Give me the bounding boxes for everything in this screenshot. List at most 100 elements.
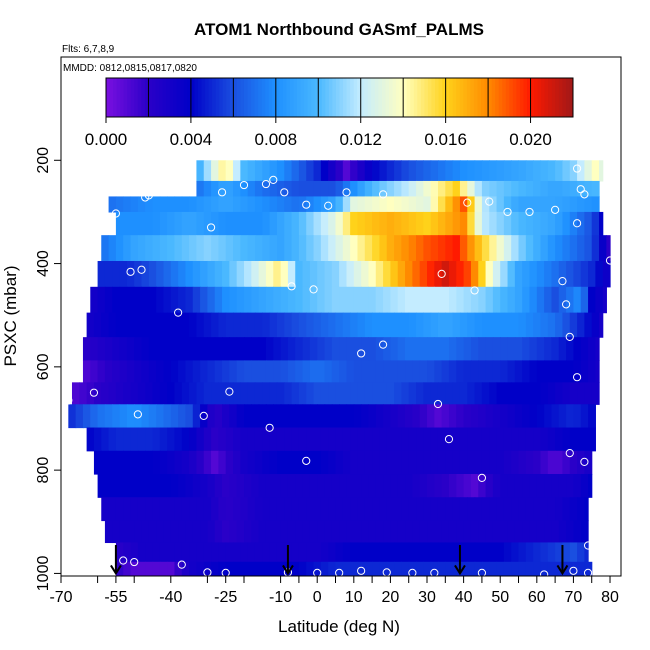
- heatmap-cell: [148, 404, 157, 429]
- heatmap-cell: [284, 427, 293, 452]
- colorbar-cell: [137, 78, 142, 117]
- heatmap-cell: [547, 542, 556, 563]
- heatmap-cell: [295, 520, 304, 544]
- heatmap-cell: [189, 427, 198, 452]
- heatmap-cell: [500, 474, 509, 498]
- heatmap-cell: [339, 404, 348, 429]
- heatmap-cell: [577, 542, 585, 563]
- heatmap-cell: [324, 404, 333, 429]
- heatmap-cell: [573, 360, 582, 383]
- heatmap-cell: [551, 404, 560, 429]
- heatmap-cell: [580, 474, 589, 498]
- heatmap-cell: [104, 260, 113, 288]
- heatmap-cell: [218, 312, 227, 338]
- heatmap-cell: [555, 160, 564, 182]
- flight-arrows: [110, 545, 569, 576]
- heatmap-cell: [481, 542, 490, 563]
- colorbar-cell: [275, 78, 280, 117]
- heatmap-cell: [167, 312, 176, 338]
- heatmap-cell: [189, 382, 198, 405]
- colorbar-cell: [445, 78, 450, 117]
- heatmap-cell: [566, 360, 575, 383]
- observation-point: [561, 300, 571, 309]
- heatmap-cell: [588, 286, 596, 314]
- heatmap-cell: [148, 520, 157, 544]
- heatmap-cell: [434, 404, 443, 429]
- heatmap-cell: [97, 404, 106, 429]
- heatmap-cell: [372, 382, 381, 405]
- heatmap-cell: [544, 360, 553, 383]
- heatmap-cell: [222, 337, 230, 361]
- heatmap-cell: [134, 404, 143, 429]
- heatmap-cell: [394, 312, 402, 338]
- colorbar-cell: [261, 78, 266, 117]
- colorbar-cell: [289, 78, 295, 117]
- heatmap-cell: [481, 196, 490, 213]
- heatmap-cell: [452, 542, 461, 563]
- heatmap-cell: [540, 180, 549, 198]
- heatmap-cell: [496, 180, 505, 198]
- heatmap-cell: [247, 542, 256, 563]
- heatmap-cell: [156, 404, 165, 429]
- x-tick-label: -25: [214, 589, 237, 606]
- heatmap-cell: [269, 211, 278, 236]
- heatmap-cell: [350, 312, 359, 338]
- heatmap-cell: [372, 497, 381, 522]
- heatmap-cell: [419, 360, 428, 383]
- heatmap-cell: [211, 427, 219, 452]
- heatmap-cell: [262, 561, 271, 576]
- heatmap-cell: [555, 180, 564, 198]
- colorbar-cell: [389, 78, 394, 117]
- heatmap-cell: [507, 520, 516, 544]
- colorbar-cell: [367, 78, 372, 117]
- heatmap-cell: [247, 312, 256, 338]
- heatmap-cell: [346, 404, 355, 429]
- heatmap-cell: [533, 312, 542, 338]
- heatmap-cell: [602, 286, 607, 314]
- heatmap-cell: [496, 196, 505, 213]
- heatmap-cell: [130, 211, 139, 236]
- heatmap-cell: [474, 450, 483, 475]
- heatmap-cell: [273, 520, 282, 544]
- colorbar-tick-label: 0.016: [424, 130, 467, 149]
- heatmap-cell: [287, 404, 296, 429]
- colorbar-cell: [481, 78, 486, 117]
- heatmap-cell: [558, 337, 567, 361]
- observation-point: [572, 373, 582, 382]
- heatmap-cell: [130, 542, 139, 563]
- heatmap-cell: [430, 542, 439, 563]
- x-tick-label: 70: [565, 589, 583, 606]
- heatmap-cell: [141, 360, 150, 383]
- heatmap-cell: [287, 520, 296, 544]
- colorbar-cell: [325, 78, 330, 117]
- heatmap-cell: [577, 561, 585, 576]
- heatmap-cell: [489, 561, 498, 576]
- x-tick-label: -70: [49, 589, 72, 606]
- heatmap-cell: [258, 260, 267, 288]
- heatmap-cell: [580, 360, 589, 383]
- colorbar-cell: [459, 78, 464, 117]
- heatmap-cell: [328, 382, 337, 405]
- heatmap-cell: [320, 497, 329, 522]
- heatmap-cell: [423, 196, 432, 213]
- heatmap-cell: [203, 235, 212, 262]
- colorbar-cell: [215, 78, 220, 117]
- heatmap-cell: [262, 312, 271, 338]
- heatmap-cell: [485, 286, 494, 314]
- heatmap-cell: [591, 427, 596, 452]
- heatmap-cell: [342, 235, 351, 262]
- heatmap-cell: [93, 427, 102, 452]
- heatmap-cell: [507, 286, 516, 314]
- heatmap-cell: [145, 211, 154, 236]
- heatmap-cell: [79, 382, 88, 405]
- heatmap-cell: [126, 260, 135, 288]
- heatmap-cell: [525, 561, 534, 576]
- heatmap-cell: [394, 382, 402, 405]
- observation-point: [583, 541, 593, 550]
- heatmap-cell: [536, 404, 545, 429]
- heatmap-cell: [591, 196, 600, 213]
- heatmap-cell: [240, 382, 249, 405]
- heatmap-cell: [298, 160, 307, 182]
- observation-point: [206, 223, 216, 232]
- heatmap-cell: [262, 542, 271, 563]
